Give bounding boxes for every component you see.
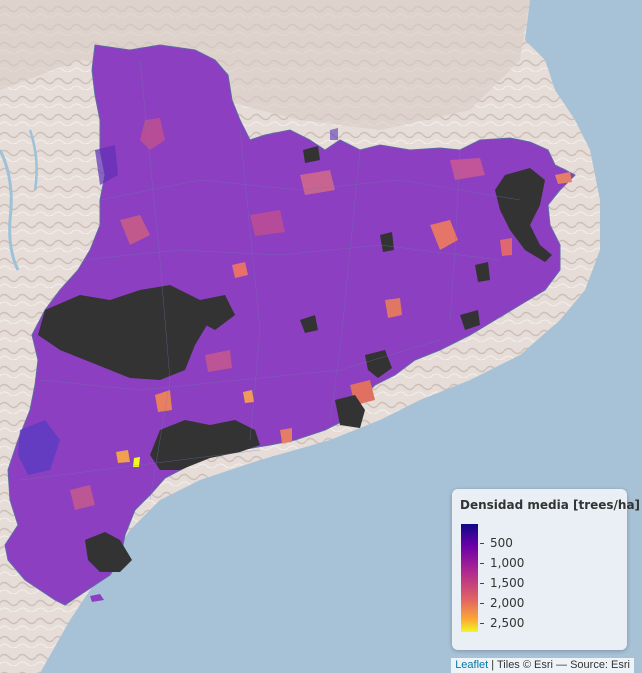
legend-tick-label: 1,500	[480, 576, 524, 590]
density-area-high[interactable]	[205, 350, 232, 372]
legend-title: Densidad media [trees/ha]	[460, 498, 641, 512]
density-area-high[interactable]	[250, 210, 285, 236]
density-area-low[interactable]	[18, 420, 60, 475]
density-area-high[interactable]	[140, 118, 165, 150]
legend-colorbar	[461, 524, 478, 632]
islet	[90, 594, 104, 602]
leaflet-link[interactable]: Leaflet	[455, 659, 489, 671]
legend-tick-label: 500	[480, 536, 513, 550]
no-data-area[interactable]	[300, 315, 318, 333]
municipal-boundaries	[19, 59, 521, 501]
density-area-high[interactable]	[155, 390, 172, 412]
density-area-high[interactable]	[120, 215, 150, 245]
density-area-high[interactable]	[70, 485, 95, 510]
density-area-high[interactable]	[385, 298, 402, 318]
density-area-high[interactable]	[555, 172, 572, 184]
mountain-region	[0, 0, 530, 130]
density-area-high[interactable]	[280, 428, 292, 443]
no-data-area[interactable]	[38, 285, 210, 380]
density-area-high[interactable]	[500, 238, 512, 256]
river	[0, 149, 20, 271]
map-legend: Densidad media [trees/ha] 500 1,000 1,50…	[452, 489, 640, 650]
legend-tick-label: 2,000	[480, 596, 524, 610]
no-data-area[interactable]	[303, 146, 320, 163]
legend-tick-label: 2,500	[480, 616, 524, 630]
attribution-text: | Tiles © Esri — Source: Esri	[488, 659, 630, 671]
density-area-max[interactable]	[133, 457, 140, 467]
density-area-high[interactable]	[300, 170, 335, 195]
no-data-area[interactable]	[460, 310, 480, 330]
no-data-area[interactable]	[495, 168, 552, 262]
no-data-area[interactable]	[475, 262, 490, 282]
density-area-high[interactable]	[243, 390, 254, 403]
catalonia-region[interactable]	[4, 44, 576, 606]
density-area-high[interactable]	[232, 262, 248, 278]
no-data-area[interactable]	[85, 532, 132, 572]
river	[28, 129, 38, 191]
density-area-low[interactable]	[95, 145, 118, 185]
no-data-area[interactable]	[380, 232, 394, 252]
density-area-low[interactable]	[330, 128, 338, 140]
no-data-area[interactable]	[150, 420, 260, 470]
no-data-area[interactable]	[335, 395, 365, 428]
density-area-high[interactable]	[116, 450, 130, 463]
no-data-area[interactable]	[200, 295, 235, 330]
no-data-area[interactable]	[365, 350, 392, 378]
density-area-high[interactable]	[430, 220, 458, 250]
legend-tick-label: 1,000	[480, 556, 524, 570]
region-outline[interactable]	[4, 44, 576, 606]
map-attribution: Leaflet | Tiles © Esri — Source: Esri	[451, 658, 634, 673]
